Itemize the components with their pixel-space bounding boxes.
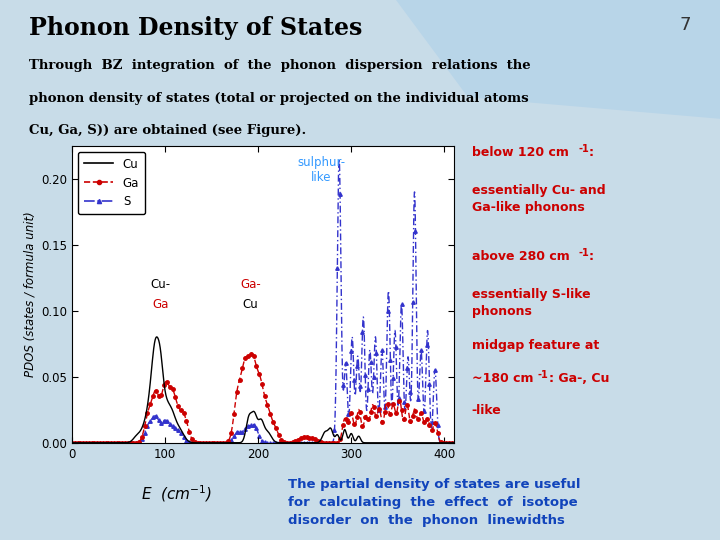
Text: -1: -1 xyxy=(578,144,589,154)
Text: below 120 cm: below 120 cm xyxy=(472,146,569,159)
Text: Cu: Cu xyxy=(243,298,258,311)
Text: $E$  (cm$^{-1}$): $E$ (cm$^{-1}$) xyxy=(141,483,212,504)
Text: :: : xyxy=(589,146,594,159)
Text: The partial density of states are useful
for  calculating  the  effect  of  isot: The partial density of states are useful… xyxy=(288,478,580,527)
Text: essentially S-like
phonons: essentially S-like phonons xyxy=(472,288,590,319)
Polygon shape xyxy=(396,0,720,119)
Text: midgap feature at: midgap feature at xyxy=(472,339,599,352)
Text: -1: -1 xyxy=(538,370,549,380)
Text: Cu, Ga, S)) are obtained (see Figure).: Cu, Ga, S)) are obtained (see Figure). xyxy=(29,124,306,137)
Text: Ga: Ga xyxy=(152,298,168,311)
Text: Cu-: Cu- xyxy=(150,278,171,291)
Text: -1: -1 xyxy=(578,248,589,258)
Text: Through  BZ  integration  of  the  phonon  dispersion  relations  the: Through BZ integration of the phonon dis… xyxy=(29,59,531,72)
Y-axis label: PDOS (states / formula unit): PDOS (states / formula unit) xyxy=(24,212,37,377)
Text: ~180 cm: ~180 cm xyxy=(472,372,533,384)
Text: sulphur-
like: sulphur- like xyxy=(297,156,346,184)
Text: phonon density of states (total or projected on the individual atoms: phonon density of states (total or proje… xyxy=(29,92,528,105)
Text: -like: -like xyxy=(472,404,501,417)
Legend: Cu, Ga, S: Cu, Ga, S xyxy=(78,152,145,214)
Text: above 280 cm: above 280 cm xyxy=(472,249,570,263)
Text: Ga-: Ga- xyxy=(240,278,261,291)
Text: essentially Cu- and
Ga-like phonons: essentially Cu- and Ga-like phonons xyxy=(472,185,606,214)
Text: Phonon Density of States: Phonon Density of States xyxy=(29,16,362,40)
Text: : Ga-, Cu: : Ga-, Cu xyxy=(549,372,609,384)
Text: 7: 7 xyxy=(680,16,691,34)
Text: :: : xyxy=(589,249,594,263)
